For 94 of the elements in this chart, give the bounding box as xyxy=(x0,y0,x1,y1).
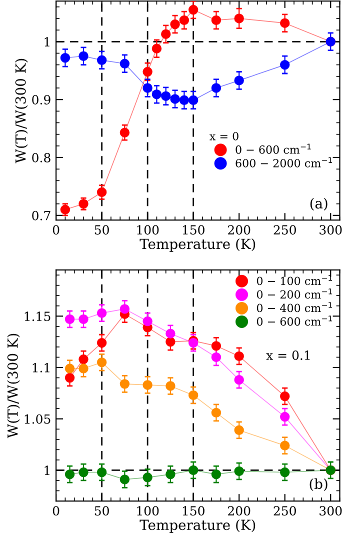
annotation: (b) xyxy=(310,478,328,492)
point xyxy=(78,364,88,374)
point xyxy=(96,467,107,478)
x-tick-label: 200 xyxy=(228,225,250,235)
point xyxy=(161,29,171,39)
y-axis-title: W(T)/W(300 K) xyxy=(15,58,28,164)
y-tick-label: 1.1 xyxy=(32,362,50,372)
point xyxy=(120,304,130,314)
y-tick-label: 1.05 xyxy=(24,414,50,424)
point xyxy=(280,412,290,422)
point xyxy=(96,187,107,198)
y-tick-label: 1.15 xyxy=(24,312,50,322)
point xyxy=(234,466,244,476)
annotation: (a) xyxy=(310,198,328,211)
point xyxy=(188,390,198,400)
point xyxy=(179,95,190,106)
point xyxy=(211,352,222,362)
point xyxy=(234,351,244,362)
x-tick-label: 100 xyxy=(137,506,159,516)
x-tick-label: 250 xyxy=(274,506,296,516)
point xyxy=(161,91,171,101)
point xyxy=(170,94,180,104)
point xyxy=(78,314,88,324)
point xyxy=(96,338,107,348)
x-axis-title: Temperature (K) xyxy=(140,238,256,252)
point xyxy=(211,408,222,418)
point xyxy=(78,467,88,478)
point xyxy=(142,83,152,93)
point xyxy=(280,60,290,70)
point xyxy=(280,467,290,478)
point xyxy=(188,95,198,106)
legend-label: 0 − 200 cm$^{−1}$ xyxy=(256,288,332,299)
point xyxy=(211,15,222,26)
x-tick-label: 0 xyxy=(52,225,60,235)
legend-label: 600 − 2000 cm$^{−1}$ xyxy=(236,157,332,168)
point xyxy=(78,354,88,364)
x-tick-label: 300 xyxy=(320,506,342,516)
point xyxy=(188,4,198,15)
point xyxy=(120,474,130,484)
x-tick-label: 250 xyxy=(274,225,296,235)
y-axis-title: W(T)/W(300 K) xyxy=(7,334,20,438)
point xyxy=(166,381,176,391)
point xyxy=(188,465,198,476)
point xyxy=(96,308,107,318)
point xyxy=(152,44,162,54)
point xyxy=(78,51,88,61)
point xyxy=(234,374,244,385)
legend-label: 0 − 400 cm$^{−1}$ xyxy=(256,302,332,312)
legend-label: 0 − 600 cm$^{−1}$ xyxy=(236,144,311,154)
point xyxy=(234,76,244,86)
x-tick-label: 100 xyxy=(137,225,159,235)
y-tick-label: 1 xyxy=(44,466,50,475)
point xyxy=(64,364,75,374)
point xyxy=(120,379,130,389)
point xyxy=(211,83,222,93)
legend-title: x = 0 xyxy=(210,132,238,140)
x-tick-label: 0 xyxy=(52,506,60,516)
point xyxy=(280,440,290,450)
point xyxy=(211,469,222,480)
x-tick-label: 50 xyxy=(94,225,109,235)
point xyxy=(280,391,290,402)
x-tick-label: 150 xyxy=(182,506,204,516)
point xyxy=(64,314,75,324)
point xyxy=(170,19,180,30)
point xyxy=(120,128,130,138)
point xyxy=(120,58,130,69)
point xyxy=(96,55,107,66)
point xyxy=(166,336,176,347)
legend-label: 0 − 600 cm$^{−1}$ xyxy=(256,316,332,326)
point xyxy=(166,328,176,338)
point xyxy=(64,372,75,383)
x-tick-label: 300 xyxy=(320,225,342,235)
point xyxy=(280,18,290,28)
y-tick-label: 0.9 xyxy=(32,95,50,104)
point xyxy=(142,380,152,390)
point xyxy=(142,472,152,482)
point xyxy=(96,358,107,368)
annotation: x = 0.1 xyxy=(266,350,310,360)
x-axis-title: Temperature (K) xyxy=(140,519,256,533)
point xyxy=(234,14,244,24)
point xyxy=(152,89,162,100)
y-tick-label: 0.7 xyxy=(32,210,50,220)
point xyxy=(142,316,152,326)
point xyxy=(179,15,190,26)
point xyxy=(64,469,75,480)
x-tick-label: 150 xyxy=(182,225,204,235)
y-tick-label: 1 xyxy=(44,37,50,46)
point xyxy=(234,425,244,436)
point xyxy=(142,66,152,77)
x-tick-label: 50 xyxy=(94,506,109,516)
y-tick-label: 0.8 xyxy=(32,152,50,162)
point xyxy=(166,469,176,480)
point xyxy=(60,52,70,63)
x-tick-label: 200 xyxy=(228,506,250,516)
